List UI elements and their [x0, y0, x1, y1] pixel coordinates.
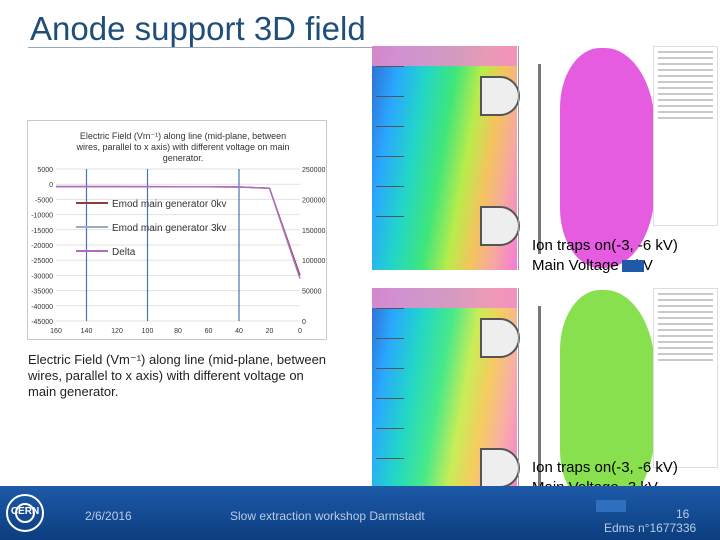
y-left-tick-label: -5000: [35, 197, 53, 204]
field-map-bottom: [372, 288, 520, 512]
y-right-tick-label: 0: [302, 319, 306, 326]
electrode-upper: [480, 318, 520, 358]
y-right-tick-label: 150000: [302, 228, 325, 235]
y-right-tick-label: 250000: [302, 167, 325, 174]
chart-title: Electric Field (Vm⁻¹) along line (mid-pl…: [76, 131, 290, 163]
y-left-tick-label: 5000: [37, 167, 53, 174]
field-band: [372, 46, 517, 66]
contour-ticks: [376, 66, 406, 266]
simulation-panel-bottom: [370, 286, 720, 516]
y-right-tick-label: 50000: [302, 289, 322, 296]
ion-trap-line: Ion traps on(-3, -6 kV): [532, 237, 678, 254]
septum-plate: [538, 306, 541, 496]
y-left-tick-label: -20000: [31, 243, 53, 250]
x-tick-label: 60: [205, 328, 213, 335]
edms-number: Edms n°1677336: [604, 521, 697, 535]
x-tick-label: 0: [298, 328, 302, 335]
legend-label: Emod main generator 0kv: [112, 199, 227, 210]
mini-badge: [622, 260, 644, 272]
logo-text: CERN: [10, 506, 40, 517]
page-number: 16: [676, 507, 690, 521]
ion-trap-label-top: Ion traps on(-3, -6 kV) Main Voltage 0 k…: [532, 236, 678, 276]
septum-plate: [538, 64, 541, 254]
x-tick-label: 140: [81, 328, 93, 335]
x-tick-label: 40: [235, 328, 243, 335]
x-tick-label: 80: [174, 328, 182, 335]
y-left-tick-label: -10000: [31, 213, 53, 220]
field-band: [372, 288, 517, 308]
electrode-lower: [480, 448, 520, 488]
cern-logo: CERN: [6, 494, 44, 532]
footer-event: Slow extraction workshop Darmstadt: [230, 509, 425, 523]
sim-legend-bottom: [653, 288, 718, 468]
slide-title: Anode support 3D field: [30, 10, 366, 47]
ion-trap-line: Ion traps on(-3, -6 kV): [532, 459, 678, 476]
potential-region-pink: [560, 48, 655, 268]
x-tick-label: 160: [50, 328, 62, 335]
footer-date: 2/6/2016: [85, 509, 132, 523]
y-left-tick-label: -30000: [31, 273, 53, 280]
contour-ticks: [376, 308, 406, 508]
y-left-tick-label: -40000: [31, 304, 53, 311]
y-left-tick-label: -35000: [31, 289, 53, 296]
x-tick-label: 20: [266, 328, 274, 335]
electrode-upper: [480, 76, 520, 116]
logo-ring: [15, 503, 35, 523]
footer-bar: [0, 486, 720, 540]
electrode-lower: [480, 206, 520, 246]
y-left-tick-label: -15000: [31, 228, 53, 235]
field-map-top: [372, 46, 520, 270]
footer-badge: [596, 500, 626, 512]
y-right-tick-label: 100000: [302, 258, 325, 265]
series-line: [56, 185, 301, 279]
sim-legend-top: [653, 46, 718, 226]
title-rule: [28, 47, 408, 48]
sim-axis: [518, 46, 519, 270]
y-left-tick-label: 0: [49, 182, 53, 189]
main-voltage-line: Main Voltage 0 kV: [532, 257, 653, 274]
potential-region-green: [560, 290, 655, 510]
simulation-panel-top: [370, 44, 720, 274]
legend-label: Emod main generator 3kv: [112, 223, 227, 234]
legend-label: Delta: [112, 247, 136, 258]
chart-svg: 50000-5000-10000-15000-20000-25000-30000…: [31, 167, 325, 335]
x-tick-label: 120: [111, 328, 123, 335]
field-chart: 5000 0 -5000 -10000 -15000 -20000 -25000 -30000…: [27, 120, 327, 340]
sim-axis: [518, 288, 519, 512]
y-left-tick-label: -25000: [31, 258, 53, 265]
y-left-tick-label: -45000: [31, 319, 53, 326]
y-right-tick-label: 200000: [302, 197, 325, 204]
slide-caption: Electric Field (Vm⁻¹) along line (mid-pl…: [28, 352, 327, 399]
x-tick-label: 100: [142, 328, 154, 335]
